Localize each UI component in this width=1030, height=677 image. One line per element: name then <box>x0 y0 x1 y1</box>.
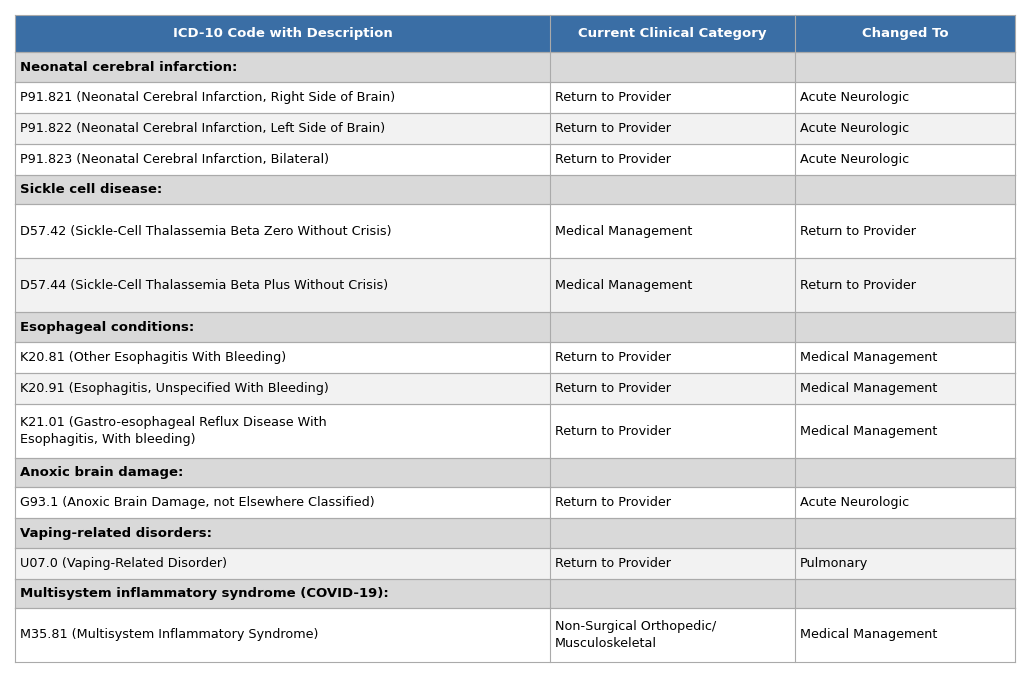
Bar <box>15 608 550 662</box>
Bar <box>550 608 795 662</box>
Bar <box>550 15 795 52</box>
Text: Return to Provider: Return to Provider <box>555 122 671 135</box>
Bar <box>15 404 550 458</box>
Bar <box>15 519 1015 548</box>
Bar <box>550 548 795 579</box>
Text: Acute Neurologic: Acute Neurologic <box>800 153 909 166</box>
Text: Esophageal conditions:: Esophageal conditions: <box>20 320 195 334</box>
Text: ICD-10 Code with Description: ICD-10 Code with Description <box>173 27 392 40</box>
Text: Acute Neurologic: Acute Neurologic <box>800 122 909 135</box>
Text: P91.823 (Neonatal Cerebral Infarction, Bilateral): P91.823 (Neonatal Cerebral Infarction, B… <box>20 153 329 166</box>
Bar <box>15 579 1015 608</box>
Text: Return to Provider: Return to Provider <box>555 153 671 166</box>
Text: Vaping-related disorders:: Vaping-related disorders: <box>20 527 212 540</box>
Bar <box>15 373 550 404</box>
Bar <box>15 259 550 313</box>
Bar <box>795 259 1015 313</box>
Bar <box>550 487 795 519</box>
Bar <box>15 342 550 373</box>
Text: Return to Provider: Return to Provider <box>555 351 671 364</box>
Text: Neonatal cerebral infarction:: Neonatal cerebral infarction: <box>20 60 237 74</box>
Text: Pulmonary: Pulmonary <box>800 556 868 569</box>
Bar <box>795 373 1015 404</box>
Bar <box>15 548 550 579</box>
Bar <box>550 259 795 313</box>
Bar <box>550 342 795 373</box>
Text: Return to Provider: Return to Provider <box>555 496 671 509</box>
Text: Medical Management: Medical Management <box>800 382 937 395</box>
Text: Medical Management: Medical Management <box>555 279 692 292</box>
Bar <box>15 15 550 52</box>
Bar <box>550 373 795 404</box>
Text: P91.821 (Neonatal Cerebral Infarction, Right Side of Brain): P91.821 (Neonatal Cerebral Infarction, R… <box>20 91 396 104</box>
Bar <box>795 15 1015 52</box>
Bar <box>550 204 795 259</box>
Bar <box>795 548 1015 579</box>
Text: Medical Management: Medical Management <box>555 225 692 238</box>
Bar <box>15 113 550 144</box>
Bar <box>15 175 1015 204</box>
Bar <box>15 81 550 113</box>
Text: K20.81 (Other Esophagitis With Bleeding): K20.81 (Other Esophagitis With Bleeding) <box>20 351 286 364</box>
Text: D57.42 (Sickle-Cell Thalassemia Beta Zero Without Crisis): D57.42 (Sickle-Cell Thalassemia Beta Zer… <box>20 225 391 238</box>
Text: Return to Provider: Return to Provider <box>800 225 916 238</box>
Bar <box>795 113 1015 144</box>
Bar <box>795 144 1015 175</box>
Text: Medical Management: Medical Management <box>800 424 937 437</box>
Text: D57.44 (Sickle-Cell Thalassemia Beta Plus Without Crisis): D57.44 (Sickle-Cell Thalassemia Beta Plu… <box>20 279 388 292</box>
Text: Non-Surgical Orthopedic/
Musculoskeletal: Non-Surgical Orthopedic/ Musculoskeletal <box>555 620 716 650</box>
Text: Changed To: Changed To <box>862 27 949 40</box>
Text: P91.822 (Neonatal Cerebral Infarction, Left Side of Brain): P91.822 (Neonatal Cerebral Infarction, L… <box>20 122 385 135</box>
Bar <box>550 113 795 144</box>
Text: Acute Neurologic: Acute Neurologic <box>800 496 909 509</box>
Bar <box>15 487 550 519</box>
Bar <box>15 144 550 175</box>
Text: Sickle cell disease:: Sickle cell disease: <box>20 183 163 196</box>
Bar <box>15 458 1015 487</box>
Bar <box>550 404 795 458</box>
Text: G93.1 (Anoxic Brain Damage, not Elsewhere Classified): G93.1 (Anoxic Brain Damage, not Elsewher… <box>20 496 375 509</box>
Bar <box>15 52 1015 81</box>
Text: Current Clinical Category: Current Clinical Category <box>578 27 766 40</box>
Bar <box>15 204 550 259</box>
Text: K20.91 (Esophagitis, Unspecified With Bleeding): K20.91 (Esophagitis, Unspecified With Bl… <box>20 382 329 395</box>
Bar <box>15 313 1015 342</box>
Bar <box>550 81 795 113</box>
Bar <box>795 608 1015 662</box>
Bar <box>550 144 795 175</box>
Text: Anoxic brain damage:: Anoxic brain damage: <box>20 466 183 479</box>
Text: Medical Management: Medical Management <box>800 628 937 641</box>
Text: Medical Management: Medical Management <box>800 351 937 364</box>
Text: K21.01 (Gastro-esophageal Reflux Disease With
Esophagitis, With bleeding): K21.01 (Gastro-esophageal Reflux Disease… <box>20 416 327 446</box>
Text: Multisystem inflammatory syndrome (COVID-19):: Multisystem inflammatory syndrome (COVID… <box>20 587 388 600</box>
Text: Return to Provider: Return to Provider <box>800 279 916 292</box>
Text: Return to Provider: Return to Provider <box>555 382 671 395</box>
Text: Return to Provider: Return to Provider <box>555 556 671 569</box>
Bar <box>795 204 1015 259</box>
Text: M35.81 (Multisystem Inflammatory Syndrome): M35.81 (Multisystem Inflammatory Syndrom… <box>20 628 318 641</box>
Bar <box>795 404 1015 458</box>
Text: U07.0 (Vaping-Related Disorder): U07.0 (Vaping-Related Disorder) <box>20 556 227 569</box>
Text: Return to Provider: Return to Provider <box>555 424 671 437</box>
Bar <box>795 342 1015 373</box>
Bar <box>795 81 1015 113</box>
Text: Return to Provider: Return to Provider <box>555 91 671 104</box>
Text: Acute Neurologic: Acute Neurologic <box>800 91 909 104</box>
Bar <box>795 487 1015 519</box>
